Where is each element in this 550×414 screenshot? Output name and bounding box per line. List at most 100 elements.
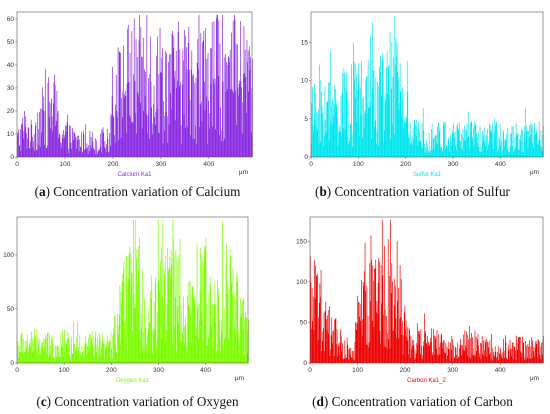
spectrum-bar — [487, 342, 489, 363]
spectrum-bar — [337, 116, 338, 157]
spectrum-bar — [334, 105, 336, 157]
spectrum-bar — [438, 334, 440, 363]
spectrum-bar — [368, 347, 369, 363]
spectrum-bar — [456, 354, 457, 363]
spectrum-bar — [232, 91, 233, 157]
spectrum-bar — [457, 128, 459, 157]
spectrum-bar — [395, 318, 397, 363]
spectrum-bar — [186, 345, 187, 363]
spectrum-bar — [229, 62, 230, 157]
spectrum-bar — [311, 102, 313, 157]
spectrum-bar — [96, 140, 97, 157]
spectrum-bar — [24, 127, 26, 157]
spectrum-bar — [362, 98, 364, 157]
spectrum-bar — [390, 219, 391, 363]
spectrum-bar — [116, 111, 118, 157]
spectrum-bar — [401, 116, 403, 157]
spectrum-bar — [368, 342, 370, 363]
spectrum-bar — [417, 344, 419, 363]
spectrum-bar — [396, 55, 397, 157]
spectrum-bar — [541, 151, 543, 157]
spectrum-bar — [187, 304, 189, 363]
spectrum-bar — [504, 138, 506, 157]
spectrum-bar — [343, 358, 345, 363]
spectrum-bar — [148, 328, 150, 363]
spectrum-bar — [522, 342, 524, 363]
spectrum-bar — [135, 308, 137, 363]
spectrum-bar — [141, 128, 143, 157]
spectrum-bar — [221, 332, 223, 363]
spectrum-bar — [35, 336, 36, 363]
spectrum-bar — [490, 132, 492, 157]
spectrum-bar — [383, 96, 385, 157]
spectrum-bar — [36, 329, 38, 363]
spectrum-bar — [439, 354, 441, 363]
spectrum-bar — [312, 321, 314, 363]
spectrum-bar — [525, 125, 527, 157]
spectrum-bar — [131, 330, 133, 363]
spectrum-bar — [177, 323, 179, 363]
spectrum-bar — [144, 69, 145, 157]
spectrum-bar — [221, 130, 223, 157]
spectrum-bar — [149, 322, 150, 363]
spectrum-bar — [99, 149, 100, 157]
spectrum-bar — [512, 342, 513, 363]
spectrum-bar — [464, 330, 466, 363]
spectrum-bar — [387, 94, 389, 157]
spectrum-bar — [204, 81, 205, 157]
spectrum-bar — [326, 330, 328, 363]
spectrum-bar — [528, 130, 529, 157]
spectrum-bar — [456, 149, 457, 157]
spectrum-bar — [509, 133, 511, 157]
spectrum-bar — [126, 256, 127, 363]
spectrum-bar — [459, 348, 460, 363]
spectrum-bar — [186, 69, 188, 157]
spectrum-bar — [433, 329, 434, 363]
spectrum-bar — [159, 282, 161, 363]
spectrum-bar — [361, 280, 362, 363]
spectrum-bar — [404, 305, 406, 363]
spectrum-bar — [339, 125, 341, 157]
spectrum-bar — [461, 149, 463, 157]
spectrum-bar — [426, 342, 428, 363]
spectrum-bar — [83, 351, 84, 363]
spectrum-bar — [28, 352, 29, 363]
plot-frame — [16, 216, 249, 364]
series-label: Oxygen Ka1 — [116, 378, 150, 384]
spectrum-bar — [475, 336, 477, 363]
spectrum-bar — [105, 148, 106, 157]
spectrum-bar — [537, 357, 538, 363]
spectrum-bar — [136, 133, 137, 157]
spectrum-bar — [476, 351, 478, 363]
spectrum-bar — [123, 261, 125, 363]
spectrum-bar — [354, 79, 355, 157]
spectrum-bar — [444, 122, 446, 157]
spectrum-bar — [391, 42, 393, 157]
spectrum-bar — [462, 345, 463, 363]
spectrum-bar — [468, 357, 470, 363]
spectrum-bar — [24, 340, 26, 363]
spectrum-bar — [373, 327, 375, 363]
spectrum-bar — [352, 359, 354, 363]
spectrum-bar — [451, 145, 452, 157]
spectrum-bar — [451, 132, 453, 157]
spectrum-bar — [316, 114, 318, 157]
spectrum-bar — [232, 267, 234, 363]
spectrum-bar — [143, 110, 145, 157]
spectrum-bar — [163, 269, 165, 363]
spectrum-bar — [445, 149, 447, 157]
spectrum-bar — [100, 152, 102, 157]
spectrum-bar — [174, 77, 175, 157]
spectrum-bar — [408, 132, 410, 157]
spectrum-bar — [108, 339, 110, 363]
spectrum-bar — [58, 356, 60, 363]
spectrum-bar — [71, 353, 73, 363]
spectrum-bar — [461, 344, 463, 363]
spectrum-bar — [369, 107, 370, 157]
spectrum-bar — [171, 34, 173, 157]
spectrum-bar — [384, 245, 385, 363]
spectrum-bar — [478, 356, 480, 363]
y-tick-label: 0 — [10, 154, 14, 161]
spectrum-bar — [79, 139, 81, 157]
chart-panel-oxygen: 0 50 100 0 100 200 300 400 μm Oxygen Ka1 (c) Conc… — [0, 207, 275, 414]
